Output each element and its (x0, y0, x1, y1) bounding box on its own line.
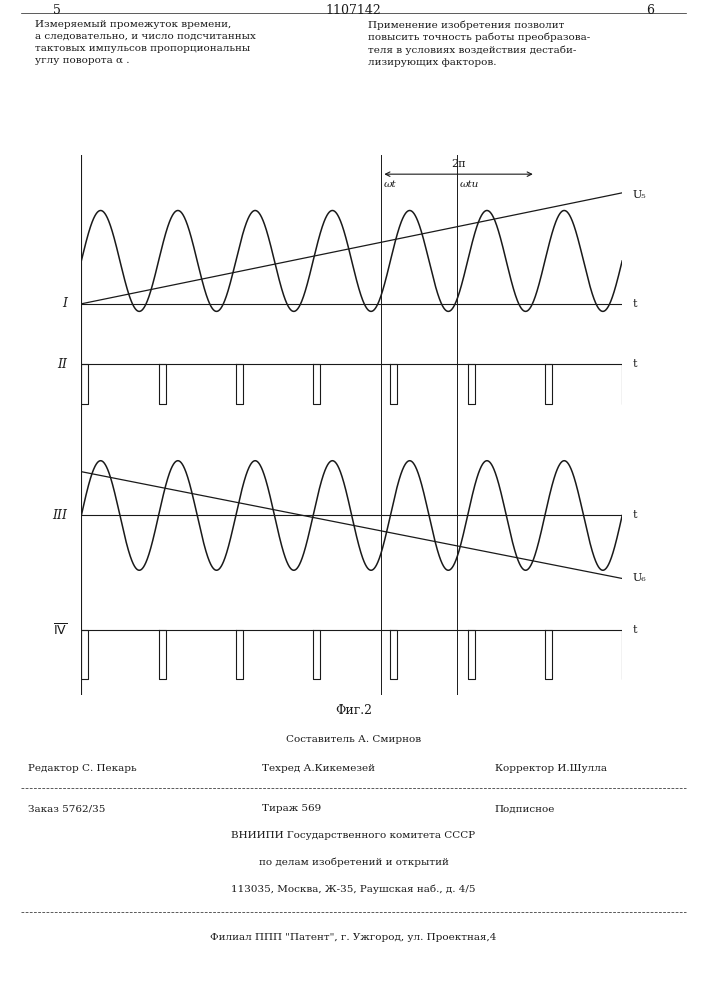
Text: t: t (633, 299, 638, 309)
Text: $\overline{\mathrm{IV}}$: $\overline{\mathrm{IV}}$ (53, 622, 67, 638)
Text: по делам изобретений и открытий: по делам изобретений и открытий (259, 858, 448, 867)
Text: 5: 5 (52, 4, 61, 17)
Text: ωt: ωt (384, 180, 397, 189)
Text: U₆: U₆ (633, 573, 647, 583)
Text: Измеряемый промежуток времени,
а следовательно, и число подсчитанных
тактовых им: Измеряемый промежуток времени, а следова… (35, 20, 256, 65)
Text: 1107142: 1107142 (326, 4, 381, 17)
Text: ВНИИПИ Государственного комитета СССР: ВНИИПИ Государственного комитета СССР (231, 831, 476, 840)
Text: III: III (52, 509, 67, 522)
Text: Филиал ППП "Патент", г. Ужгород, ул. Проектная,4: Филиал ППП "Патент", г. Ужгород, ул. Про… (210, 933, 497, 942)
Text: Редактор С. Пекарь: Редактор С. Пекарь (28, 764, 137, 773)
Text: 6: 6 (646, 4, 655, 17)
Text: I: I (62, 297, 67, 310)
Text: t: t (633, 625, 638, 635)
Text: Корректор И.Шулла: Корректор И.Шулла (495, 764, 607, 773)
Text: II: II (57, 358, 67, 371)
Text: Тираж 569: Тираж 569 (262, 804, 321, 813)
Text: ωtu: ωtu (460, 180, 479, 189)
Text: U₅: U₅ (633, 190, 647, 200)
Text: Подписное: Подписное (495, 804, 555, 813)
Text: Техред А.Кикемезей: Техред А.Кикемезей (262, 764, 375, 773)
Text: t: t (633, 359, 638, 369)
Text: t: t (633, 510, 638, 520)
Text: Φиг.2: Φиг.2 (335, 704, 372, 717)
Text: 113035, Москва, Ж-35, Раушская наб., д. 4/5: 113035, Москва, Ж-35, Раушская наб., д. … (231, 885, 476, 894)
Text: Применение изобретения позволит
повысить точность работы преобразова-
теля в усл: Применение изобретения позволит повысить… (368, 20, 590, 67)
Text: 2π: 2π (451, 159, 466, 169)
Text: Заказ 5762/35: Заказ 5762/35 (28, 804, 105, 813)
Text: Составитель А. Смирнов: Составитель А. Смирнов (286, 735, 421, 744)
